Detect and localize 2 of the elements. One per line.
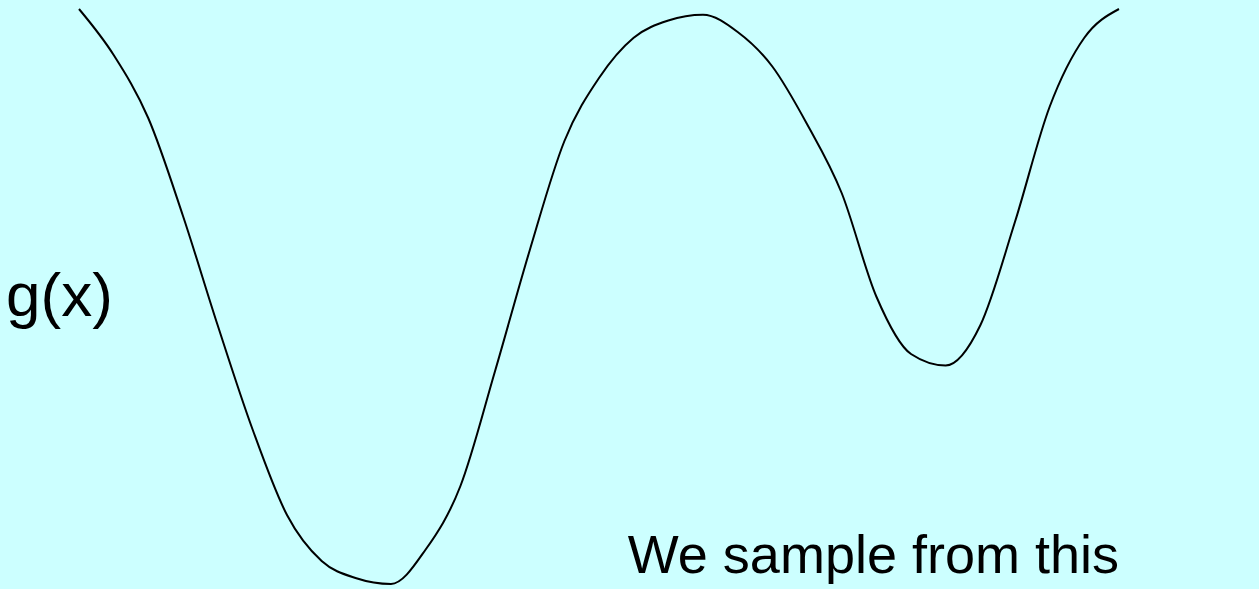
annotation: We sample from this — [627, 524, 1119, 584]
y-axis-title: g(x) — [6, 260, 113, 329]
